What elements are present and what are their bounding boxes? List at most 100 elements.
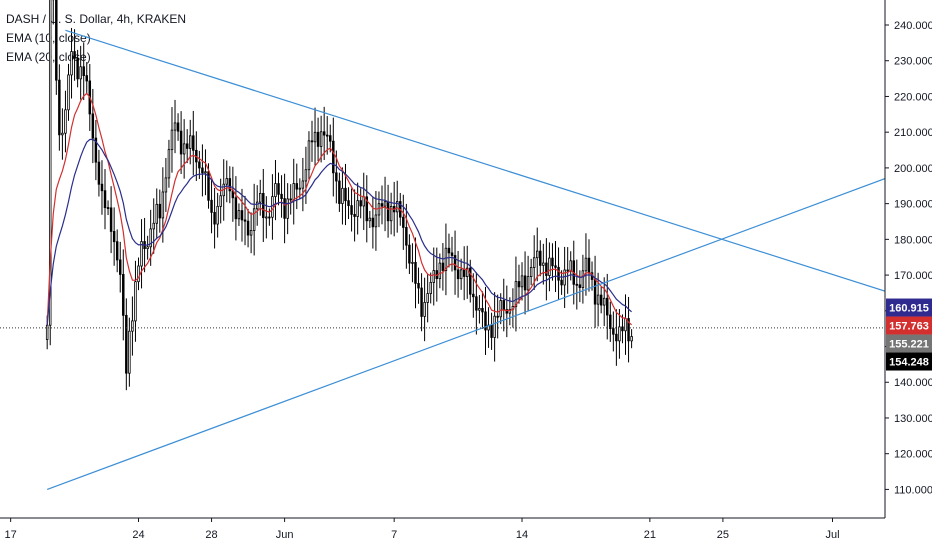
candle-body [502,300,505,310]
candle-body [122,274,125,316]
candle-body [520,275,524,288]
candle-body [292,183,295,201]
candle-body [539,250,542,266]
candle-body [383,201,387,207]
candle-body [621,326,624,332]
trendline-lower [46,178,885,490]
candle-body [377,203,381,216]
candle-body [508,308,512,314]
badge-ema20-label: 160.915 [889,303,929,315]
price-axis[interactable]: 110.000120.000130.000140.000150.000160.0… [885,20,932,496]
candle-body [630,336,633,342]
candle-body [146,246,149,250]
candle-body [280,193,283,199]
price-tick-label: 200.000 [894,163,932,175]
candle-body [371,217,375,228]
time-tick-label: Jun [276,529,294,541]
candle-body [618,326,621,342]
candle-body [505,309,509,314]
candle-body [456,269,460,280]
candle-body [246,220,250,236]
candle-body [472,293,475,298]
trendline-group[interactable] [46,29,885,490]
candle-body [615,333,618,342]
candle-body [417,282,420,289]
candle-body [584,257,588,272]
candle-body [596,294,600,305]
candle-body [167,149,171,179]
price-tick-label: 230.000 [894,56,932,68]
candle-body [536,250,539,259]
candle-body [155,203,158,224]
candle-body [316,131,320,147]
candle-body [429,282,432,294]
candle-body [249,230,253,236]
candle-body [465,267,469,277]
candle-body [243,219,247,222]
candle-body [441,262,445,271]
time-tick-label: 24 [132,529,144,541]
candle-body [368,217,372,222]
candle-body [389,205,393,222]
candle-body [545,262,548,276]
candle-body [100,183,104,192]
candle-body [587,257,591,274]
candle-body [55,0,58,81]
candle-body [478,307,481,311]
candle-body [94,137,98,163]
candle-body [97,161,101,185]
candle-body [560,279,563,286]
badge-last-label: 155.221 [889,339,929,351]
candle-body [350,205,353,215]
candle-body [420,287,423,317]
legend-ema10: EMA (10, close) [6,31,91,45]
candle-body [91,113,95,139]
time-tick-label: Jul [825,529,839,541]
candle-body [112,231,116,243]
candle-body [356,200,359,217]
candle-body [359,200,362,207]
candle-body [609,314,612,329]
candle-body [593,279,597,305]
time-tick-label: 25 [717,529,729,541]
candle-body [307,140,311,171]
candle-body [265,216,268,219]
candle-body [207,171,210,201]
candle-body [432,270,435,283]
candle-body [45,324,49,340]
candle-body [329,135,332,142]
candle-body [125,314,128,374]
candle-body [551,257,554,267]
candle-body [85,75,88,82]
trendline-upper [65,29,885,292]
time-tick-label: 17 [5,529,17,541]
price-tick-label: 110.000 [894,484,932,496]
time-tick-label: 14 [516,529,528,541]
badge-ema10-label: 157.763 [889,321,929,333]
candle-body [517,281,521,288]
candle-body [332,140,335,174]
candle-body [204,171,207,174]
candle-body [161,191,165,219]
candle-body [569,260,572,272]
candle-body [103,190,107,208]
candle-body [289,198,292,201]
candle-body [408,244,411,264]
candle-body [173,122,177,131]
candle-body [380,203,384,207]
price-tick-label: 180.000 [894,234,932,246]
candle-body [599,294,603,306]
candle-body [70,51,73,76]
candle-body [459,269,463,280]
candle-body [444,247,448,271]
candle-body [484,311,487,331]
candle-body [61,132,64,136]
candle-body [414,261,417,284]
candle-body [152,222,155,230]
candle-body [237,210,241,220]
candle-body [118,259,122,275]
time-axis[interactable]: 17 24 28 Jun 7 14 21 25 Jul [5,518,840,541]
candle-body [423,302,426,317]
candle-body [386,201,390,222]
